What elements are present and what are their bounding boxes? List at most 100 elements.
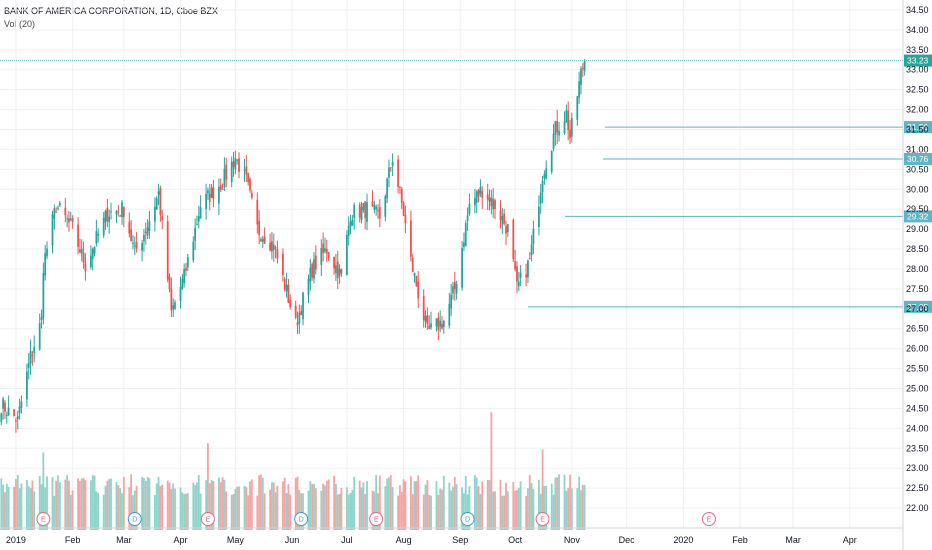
candle-body <box>463 242 465 247</box>
candle-body <box>64 207 67 216</box>
volume-bar <box>121 493 123 530</box>
event-marker[interactable] <box>535 512 550 526</box>
volume-bar <box>565 490 568 530</box>
event-marker-label: D <box>465 517 470 524</box>
candle-body <box>475 191 478 203</box>
candle-body <box>271 241 273 252</box>
volume-bar <box>51 476 54 530</box>
candle-body <box>391 162 394 167</box>
volume-bar <box>338 493 341 530</box>
volume-bar <box>38 476 41 530</box>
volume-bar <box>435 481 438 530</box>
volume-bar <box>314 488 317 530</box>
x-tick-label: Sep <box>452 535 468 545</box>
volume-bar <box>130 474 133 530</box>
candle-body <box>307 278 310 296</box>
volume-bar <box>563 474 566 530</box>
volume-bar <box>517 487 520 530</box>
event-marker[interactable] <box>460 512 475 526</box>
candle-body <box>272 244 275 250</box>
event-marker[interactable] <box>36 512 51 526</box>
event-marker[interactable] <box>294 512 309 526</box>
x-tick-label: Dec <box>619 535 636 545</box>
volume-bar <box>353 476 356 530</box>
volume-bar <box>494 491 496 530</box>
volume-bar <box>371 490 374 530</box>
candle-body <box>207 190 209 194</box>
event-marker[interactable] <box>369 512 384 526</box>
candle-body <box>159 188 162 216</box>
candle-body <box>358 204 361 218</box>
event-marker[interactable] <box>200 512 215 526</box>
volume-bar <box>205 480 208 530</box>
candle-body <box>172 305 175 310</box>
volume-bar <box>366 481 368 530</box>
volume-bar <box>556 477 559 530</box>
candle-body <box>583 60 586 71</box>
candle-body <box>525 274 528 278</box>
volume-bar <box>261 477 264 530</box>
volume-bar <box>373 491 376 530</box>
candle-body <box>569 129 571 139</box>
candle-body <box>289 299 292 308</box>
candle-body <box>324 248 326 252</box>
volume-bar <box>558 474 560 530</box>
volume-bar <box>170 489 173 530</box>
volume-bar <box>463 493 465 530</box>
candle-body <box>55 211 58 213</box>
y-tick-label: 23.50 <box>906 443 929 453</box>
candle-body <box>554 121 557 135</box>
volume-bar <box>296 476 299 530</box>
candle-body <box>386 178 389 199</box>
candle-body <box>410 220 412 257</box>
candle-body <box>298 312 301 324</box>
volume-bar <box>525 495 528 530</box>
volume-bar <box>479 494 482 530</box>
y-tick-label: 27.00 <box>906 304 929 314</box>
candle-body <box>221 188 224 190</box>
y-tick-label: 33.50 <box>906 45 929 55</box>
volume-bar <box>468 486 471 530</box>
candle-body <box>234 158 237 170</box>
volume-bar <box>168 482 171 530</box>
volume-bar <box>79 480 81 530</box>
candle-body <box>492 198 495 210</box>
event-marker[interactable] <box>127 512 142 526</box>
candle-body <box>435 318 438 327</box>
volume-bar <box>426 480 429 530</box>
volume-bar <box>174 488 176 530</box>
volume-bar <box>554 477 557 530</box>
x-tick-label: Aug <box>396 535 412 545</box>
volume-bar <box>40 484 43 530</box>
volume-bar <box>481 481 484 530</box>
volume-bar <box>141 477 144 530</box>
volume-legend: Vol (20) <box>4 19 36 29</box>
price-axis[interactable]: 22.00 22.50 23.00 23.50 24.00 24.50 25.00 25.50… <box>902 0 929 550</box>
candle-body <box>196 223 198 225</box>
volume-bar <box>31 480 34 530</box>
volume-bar <box>283 477 286 530</box>
volume-bar <box>263 493 266 530</box>
volume-bar <box>400 491 403 530</box>
time-axis[interactable]: 2019 Feb Mar Apr May Jun Jul Aug Sep Oct Nov Dec 202… <box>0 527 903 545</box>
volume-bar <box>194 485 197 530</box>
candle-body <box>128 221 131 234</box>
volume-bar <box>55 480 58 530</box>
volume-bar <box>386 478 389 530</box>
volume-bar <box>258 475 261 530</box>
candle-body <box>400 188 403 203</box>
event-marker[interactable] <box>701 512 716 526</box>
candle-body <box>377 210 379 212</box>
volume-bar <box>185 493 187 530</box>
volume-bar <box>192 482 195 530</box>
volume-bar <box>133 490 136 530</box>
candle-body <box>219 185 222 190</box>
candle-body <box>545 168 548 179</box>
candle-body <box>349 221 352 227</box>
y-tick-label: 23.00 <box>906 463 929 473</box>
candle-body <box>325 248 328 254</box>
candle-body <box>263 236 266 244</box>
candle-body <box>68 218 70 223</box>
